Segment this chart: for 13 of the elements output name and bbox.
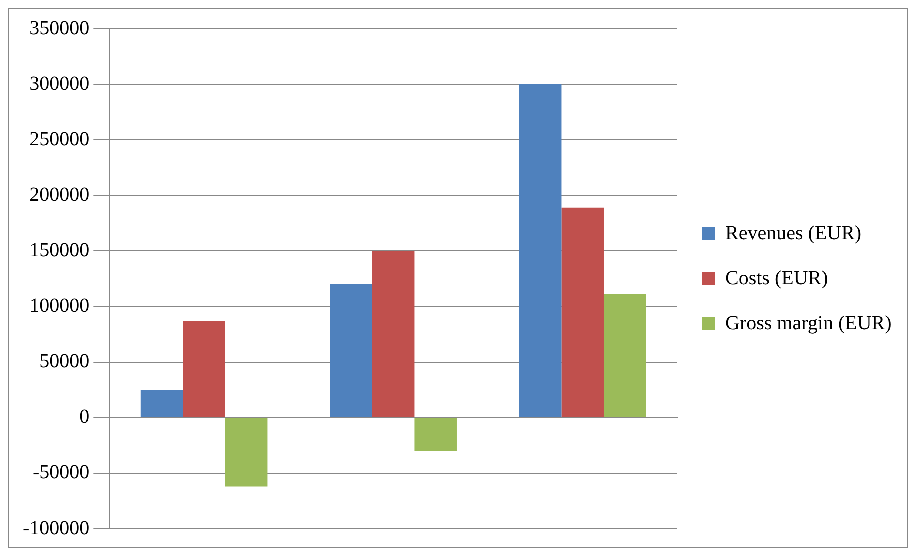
y-tick-label: 0 xyxy=(80,406,90,428)
y-tick-label: 300000 xyxy=(30,72,90,95)
y-tick-label: -50000 xyxy=(32,462,90,484)
y-tick-label: 200000 xyxy=(30,184,90,206)
y-tick-label: 150000 xyxy=(30,239,90,262)
legend-label: Gross margin (EUR) xyxy=(726,312,892,334)
y-tick-label: 350000 xyxy=(30,17,90,40)
y-tick-label: 100000 xyxy=(30,295,90,318)
y-tick-label: -100000 xyxy=(22,517,90,540)
legend-label: Costs (EUR) xyxy=(726,267,828,290)
legend-label: Revenues (EUR) xyxy=(726,222,862,244)
y-tick-label: 250000 xyxy=(30,128,90,150)
y-tick-label: 50000 xyxy=(40,350,90,373)
